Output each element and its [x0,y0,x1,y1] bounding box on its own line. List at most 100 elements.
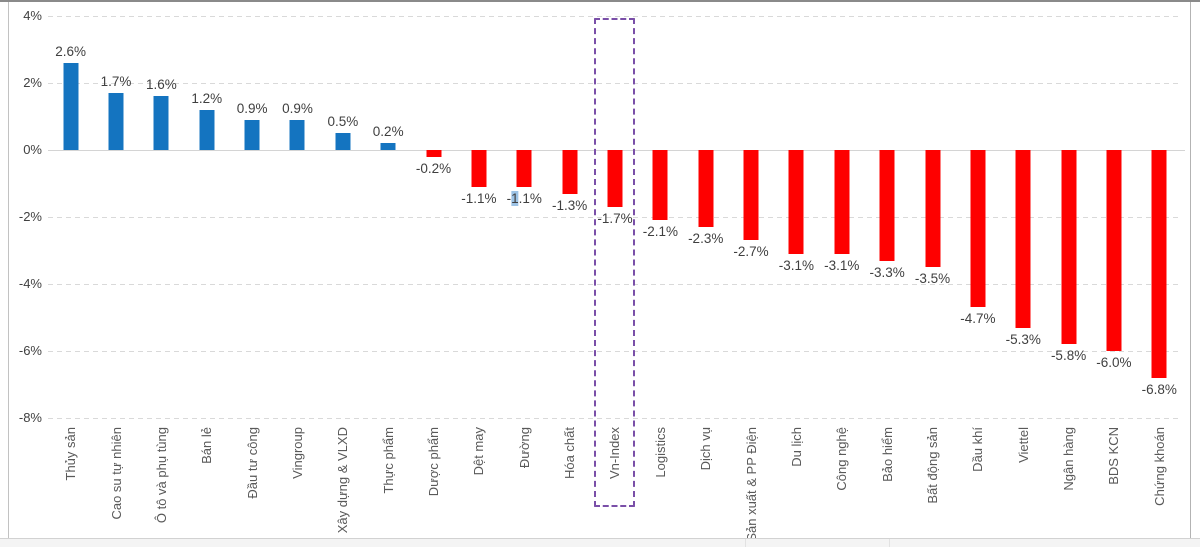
bar [1061,150,1077,344]
bar-value-label: -4.7% [960,311,996,326]
bar [652,150,668,220]
category-label: Công nghệ [834,427,850,491]
bar-column: 2.6% Thủy sản [48,0,93,547]
bar-value-label: -5.3% [1005,332,1041,347]
bottom-strip-divider [745,539,746,547]
category-label: Chứng khoán [1151,427,1167,506]
category-label: Ngân hàng [1061,427,1077,491]
bar-value-label: -6.0% [1096,355,1132,370]
bar-column: -6.8% Chứng khoán [1137,0,1182,547]
category-label: Bán lẻ [199,427,215,464]
bar-column: -3.1% Du lịch [774,0,819,547]
gridline [48,351,1182,352]
category-label: Bảo hiểm [879,427,895,482]
bar-value-label: -6.8% [1141,382,1177,397]
bar [426,150,442,157]
bar-column: -1.1% Đường [502,0,547,547]
plot-area: 2.6% Thủy sản 1.7% Cao su tự nhiên 1.6% Ô tô … [48,0,1182,547]
bar [289,120,305,150]
bar-value-label: 0.9% [236,101,268,116]
bar-value-label: -0.2% [415,161,452,176]
panel-top-border [0,0,1200,2]
category-label: Dịch vụ [698,427,714,471]
bar-column: -2.3% Dịch vụ [683,0,728,547]
y-axis-tick-label: 2% [23,75,42,90]
bar [335,133,351,150]
category-label: Viettel [1015,427,1031,463]
bar-value-label: -1.1% [506,191,542,206]
bar [562,150,578,194]
bar-column: 0.2% Thực phẩm [366,0,411,547]
bar [698,150,714,227]
bar-column: -2.7% Sản xuất & PP Điện [728,0,773,547]
bar-column: 1.6% Ô tô và phụ tùng [139,0,184,547]
bar [153,96,169,150]
bottom-strip [0,538,1200,547]
gridline [48,16,1182,17]
bar-column: -2.1% Logistics [638,0,683,547]
gridline [48,217,1182,218]
bar-value-label: -2.3% [688,231,724,246]
bar-column: 0.5% Xây dựng & VLXD [320,0,365,547]
gridline [48,83,1182,84]
bar-value-label: -2.7% [733,244,769,259]
bar-column: 0.9% Vingroup [275,0,320,547]
bar [743,150,759,240]
bar [788,150,804,254]
bar-value-label: -3.3% [869,265,905,280]
bar-column: -5.8% Ngân hàng [1046,0,1091,547]
y-axis-tick-label: -6% [18,343,42,358]
bar [244,120,260,150]
category-label: Ô tô và phụ tùng [153,427,169,524]
bar-value-label: -1.1% [461,191,497,206]
bar-value-label: 2.6% [55,44,87,59]
category-label: Dệt may [471,427,487,476]
bar-column: -5.3% Viettel [1001,0,1046,547]
bar [380,143,396,150]
category-label: Hóa chất [562,427,578,480]
y-axis-tick-label: -8% [18,410,42,425]
bar-value-label: -1.3% [551,198,588,213]
bar [1106,150,1122,351]
bar [1151,150,1167,378]
panel-left-border [8,2,9,538]
gridline [48,418,1182,419]
category-label: Logistics [652,427,668,478]
bar-column: -1.3% Hóa chất [547,0,592,547]
y-axis-tick-label: -2% [18,209,42,224]
bar [199,110,215,150]
bar-value-label: -3.5% [914,271,951,286]
bar [607,150,623,207]
bar-column: -0.2% Dược phẩm [411,0,456,547]
text-selection-highlight: 1 [511,191,519,206]
y-axis-tick-label: 0% [23,142,42,157]
bar [471,150,487,187]
bar-column: -3.3% Bảo hiểm [864,0,909,547]
bar-value-label: -5.8% [1050,348,1087,363]
bar-column: 0.9% Đầu tư công [229,0,274,547]
bar-column: -4.7% Dầu khí [955,0,1000,547]
panel-right-border [1190,2,1191,538]
bar-column: -1.1% Dệt may [456,0,501,547]
bar-value-label: -1.7% [597,211,633,226]
bar-column: -3.1% Công nghệ [819,0,864,547]
category-label: Vingroup [289,427,305,479]
category-label: Đầu tư công [244,427,260,499]
category-label: Sản xuất & PP Điện [743,427,759,542]
y-axis-tick-label: 4% [23,8,42,23]
bar-value-label: 1.7% [100,74,132,89]
bar [834,150,850,254]
bar [516,150,532,187]
bar [1015,150,1031,328]
bar-column: 1.7% Cao su tự nhiên [93,0,138,547]
category-label: Dược phẩm [426,427,442,497]
category-label: Vn-Index [607,427,623,480]
gridline [48,284,1182,285]
category-label: Cao su tự nhiên [108,427,124,520]
category-label: Dầu khí [970,427,986,472]
bar-value-label: 1.2% [191,91,223,106]
category-label: Bất động sản [925,427,940,504]
y-axis-tick-label: -4% [18,276,42,291]
bar-column: -6.0% BDS KCN [1091,0,1136,547]
